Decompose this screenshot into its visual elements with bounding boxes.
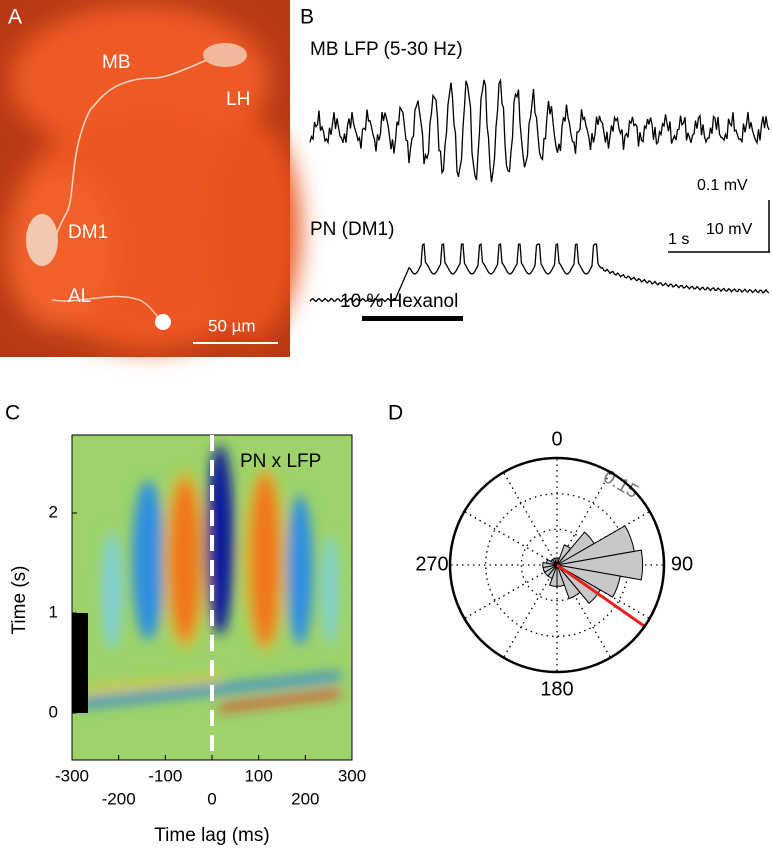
y-tick-label: 2 [49, 502, 58, 521]
r-tick-label: 0.15 [599, 466, 642, 503]
scale-bar-label: 50 µm [208, 316, 256, 335]
theta-tick-label: 270 [415, 553, 448, 575]
x-tick-label: -300 [55, 766, 89, 785]
y-tick-label: 0 [49, 702, 58, 721]
micrograph [0, 0, 300, 357]
spoke [502, 472, 558, 566]
heatmap [72, 435, 352, 760]
rose-bar [553, 557, 558, 566]
x-tick-label: 0 [207, 789, 216, 808]
annotation: LH [226, 89, 250, 110]
rose-bar [556, 549, 644, 581]
x-tick-label: -100 [148, 766, 182, 785]
x-tick-label: 200 [291, 789, 319, 808]
scale-bar-label: 0.1 mV [697, 177, 748, 194]
x-tick-label: 300 [338, 766, 366, 785]
scale-bar-label: 1 s [668, 231, 689, 248]
annotation: MB [102, 52, 131, 73]
rose-bar [556, 564, 621, 598]
theta-tick-label: 0 [551, 428, 562, 450]
x-tick-label: 100 [244, 766, 272, 785]
theta-tick-label: 90 [671, 553, 693, 575]
stimulus-bar [72, 613, 88, 713]
rose-bar [542, 561, 558, 569]
polar-frame [448, 456, 666, 674]
annotation: AL [68, 286, 91, 307]
panel-label: A [8, 6, 22, 29]
trace-label: MB LFP (5-30 Hz) [310, 39, 463, 60]
spoke [464, 510, 558, 566]
theta-tick-label: 180 [540, 678, 573, 700]
annotation: DM1 [68, 222, 108, 243]
y-axis-label: Time (s) [9, 566, 30, 635]
spoke [464, 564, 558, 620]
trace-label: PN (DM1) [310, 219, 394, 240]
panel-label: B [300, 6, 314, 29]
rose-bar [556, 564, 581, 600]
pn-trace [309, 242, 770, 303]
mean-vector [556, 563, 646, 628]
panel-label: C [5, 402, 20, 425]
panel-label: D [388, 402, 403, 425]
stimulus-bar [362, 316, 463, 321]
x-tick-label: -200 [102, 789, 136, 808]
lfp-trace [309, 78, 770, 183]
stimulus-label: 10 % Hexanol [340, 291, 458, 312]
scale-bar-label: 10 mV [706, 221, 753, 238]
spoke [502, 564, 558, 658]
y-tick-label: 1 [49, 602, 58, 621]
annotation: PN x LFP [240, 451, 321, 472]
x-axis-label: Time lag (ms) [154, 825, 269, 846]
rose-bar [556, 564, 601, 604]
